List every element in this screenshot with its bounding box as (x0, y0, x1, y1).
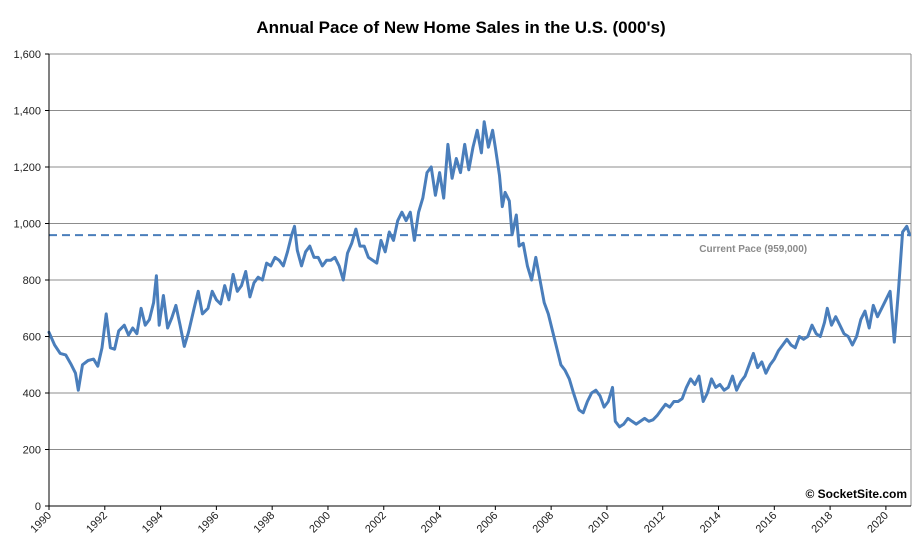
x-tick-label: 2002 (363, 510, 389, 536)
x-tick-label: 2016 (754, 510, 780, 536)
y-tick-label: 1,000 (13, 219, 41, 231)
x-tick-labels: 1990 1992 1994 1996 1998 2000 2002 2004 2006 2008… (28, 510, 891, 536)
y-tick-label: 400 (23, 388, 41, 400)
x-tick-label: 2018 (809, 510, 835, 536)
x-tick-label: 2010 (586, 510, 612, 536)
y-tick-label: 600 (23, 332, 41, 344)
grid-lines (49, 53, 912, 506)
y-tick-label: 1,400 (13, 106, 41, 118)
series-group (47, 120, 912, 429)
series-line-0 (47, 120, 912, 429)
x-tick-label: 1998 (251, 510, 277, 536)
y-tick-label: 800 (23, 275, 41, 287)
x-tick-label: 2020 (865, 510, 891, 536)
x-tick-label: 1994 (140, 510, 166, 536)
credit-label: © SocketSite.com (805, 487, 907, 501)
x-tick-label: 1996 (196, 510, 222, 536)
x-tick-label: 2014 (698, 510, 724, 536)
y-tick-label: 0 (35, 501, 41, 513)
current-pace-annotation: Current Pace (959,000) (699, 244, 807, 255)
axes (45, 53, 911, 510)
y-tick-labels: 0 200 400 600 800 1,000 1,200 1,400 1,600 (13, 49, 41, 513)
x-tick-label: 2000 (307, 510, 333, 536)
x-tick-label: 2004 (419, 510, 445, 536)
x-tick-label: 1990 (28, 510, 54, 536)
y-tick-label: 200 (23, 445, 41, 457)
x-tick-label: 1992 (84, 510, 110, 536)
chart-title: Annual Pace of New Home Sales in the U.S… (256, 18, 665, 37)
x-tick-label: 2008 (530, 510, 556, 536)
x-tick-label: 2006 (475, 510, 501, 536)
y-tick-label: 1,200 (13, 162, 41, 174)
x-tick-label: 2012 (642, 510, 668, 536)
y-tick-label: 1,600 (13, 49, 41, 61)
